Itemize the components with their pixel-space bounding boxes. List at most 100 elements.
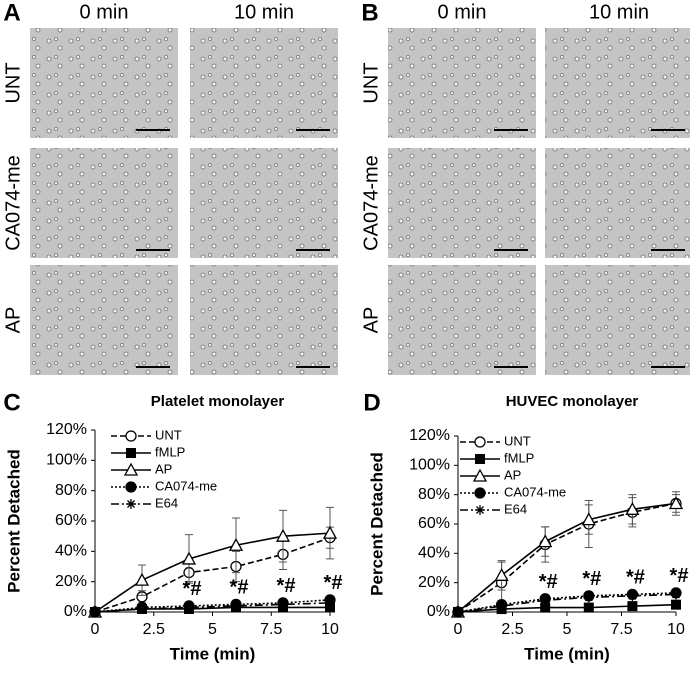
- annotation: *#: [277, 575, 296, 597]
- marker: [90, 607, 100, 617]
- marker: [472, 468, 488, 482]
- y-tick-label: 120%: [46, 421, 87, 438]
- row-label: CA074-me: [2, 155, 24, 251]
- marker: [474, 487, 486, 499]
- marker: [671, 589, 681, 600]
- marker: [668, 496, 684, 510]
- legend-label: E64: [155, 495, 178, 510]
- series-line: [94, 536, 331, 613]
- row-label: AP: [2, 307, 24, 334]
- annotation: *#: [324, 572, 343, 594]
- column-label: 0 min: [438, 1, 487, 23]
- y-tick-label: 100%: [46, 452, 87, 469]
- annotation: *#: [670, 565, 689, 587]
- annotation: *#: [626, 567, 645, 589]
- x-axis-label: Time (min): [170, 644, 256, 663]
- micrograph-image: [545, 28, 690, 138]
- y-tick-label: 40%: [418, 545, 450, 562]
- marker: [453, 607, 463, 617]
- panel-letter: B: [361, 0, 378, 26]
- marker: [134, 572, 150, 586]
- annotation: *#: [230, 577, 249, 599]
- series-line: [94, 602, 331, 613]
- marker: [540, 602, 551, 613]
- y-tick-label: 0%: [427, 603, 450, 620]
- micrograph-image: [190, 148, 338, 258]
- column-label: 0 min: [80, 1, 129, 23]
- marker: [278, 599, 288, 610]
- legend-label: AP: [155, 461, 172, 476]
- marker: [184, 602, 194, 613]
- y-tick-label: 120%: [409, 427, 450, 444]
- legend-label: CA074-me: [504, 484, 566, 499]
- chart-title: HUVEC monolayer: [506, 393, 639, 410]
- column-label: 10 min: [234, 1, 294, 23]
- error-bar: [279, 509, 287, 563]
- marker: [625, 501, 640, 515]
- y-tick-label: 80%: [55, 482, 87, 499]
- y-tick-label: 100%: [409, 457, 450, 474]
- marker: [671, 599, 681, 610]
- error-bar: [185, 534, 193, 584]
- series-line: [457, 502, 677, 613]
- row-label: UNT: [360, 62, 382, 103]
- y-tick-label: 60%: [55, 512, 87, 529]
- row-label: CA074-me: [360, 155, 382, 251]
- row-label: AP: [360, 307, 382, 334]
- marker: [126, 448, 136, 458]
- series-line: [94, 532, 331, 613]
- legend-label: UNT: [155, 427, 182, 442]
- marker: [540, 595, 551, 606]
- annotation: *#: [539, 571, 558, 593]
- x-tick-label: 2.5: [501, 621, 523, 638]
- micrograph-image: [30, 148, 178, 258]
- marker: [538, 534, 553, 548]
- series-line: [457, 593, 677, 613]
- legend-label: AP: [504, 467, 521, 482]
- x-axis-label: Time (min): [524, 644, 610, 663]
- micrograph-image: [30, 265, 178, 375]
- marker: [494, 567, 509, 581]
- x-tick-label: 7.5: [260, 621, 282, 638]
- micrograph-image: [545, 148, 690, 258]
- marker: [275, 528, 291, 542]
- y-axis-label: Percent Detached: [367, 452, 386, 596]
- panel-letter: D: [363, 389, 380, 416]
- marker: [474, 436, 486, 448]
- x-tick-label: 7.5: [610, 621, 632, 638]
- marker: [627, 601, 638, 612]
- marker: [126, 499, 136, 509]
- y-tick-label: 60%: [418, 515, 450, 532]
- series-line: [457, 502, 677, 613]
- marker: [231, 600, 241, 611]
- micrograph-image: [190, 28, 338, 138]
- row-label: UNT: [2, 62, 24, 103]
- micrograph-image: [545, 265, 690, 375]
- x-tick-label: 5: [208, 621, 217, 638]
- marker: [137, 603, 147, 614]
- annotation: *#: [582, 568, 601, 590]
- micrograph-image: [388, 28, 536, 138]
- marker: [125, 430, 137, 442]
- x-tick-label: 10: [321, 621, 339, 638]
- column-label: 10 min: [589, 1, 649, 23]
- micrograph-image: [388, 265, 536, 375]
- y-tick-label: 80%: [418, 486, 450, 503]
- y-tick-label: 20%: [418, 574, 450, 591]
- y-tick-label: 20%: [55, 573, 87, 590]
- marker: [475, 454, 485, 464]
- series-line: [457, 592, 677, 613]
- marker: [228, 537, 244, 551]
- marker: [475, 505, 485, 515]
- legend-label: UNT: [504, 433, 531, 448]
- micrograph-image: [388, 148, 536, 258]
- marker: [322, 525, 338, 539]
- series-line: [457, 603, 677, 613]
- marker: [181, 551, 197, 565]
- y-tick-label: 40%: [55, 543, 87, 560]
- x-tick-label: 2.5: [143, 621, 165, 638]
- micrograph-image: [190, 265, 338, 375]
- y-tick-label: 0%: [64, 603, 87, 620]
- legend-label: CA074-me: [155, 478, 217, 493]
